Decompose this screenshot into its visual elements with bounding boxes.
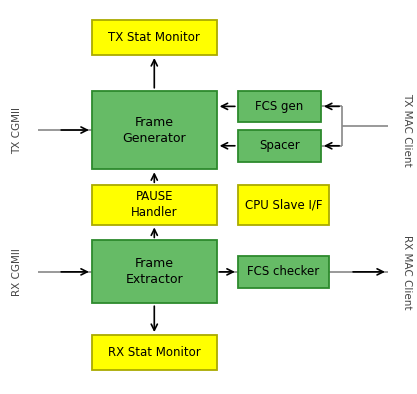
Text: RX Stat Monitor: RX Stat Monitor — [108, 346, 201, 359]
FancyBboxPatch shape — [92, 91, 217, 169]
Text: RX CGMII: RX CGMII — [12, 248, 22, 296]
FancyBboxPatch shape — [92, 240, 217, 303]
Text: RX MAC Client: RX MAC Client — [402, 234, 412, 309]
FancyBboxPatch shape — [238, 91, 321, 122]
Text: Frame
Generator: Frame Generator — [123, 115, 186, 145]
FancyBboxPatch shape — [238, 185, 329, 225]
Text: Spacer: Spacer — [259, 139, 300, 152]
Text: TX MAC Client: TX MAC Client — [402, 93, 412, 167]
Text: FCS gen: FCS gen — [255, 100, 304, 113]
Text: TX Stat Monitor: TX Stat Monitor — [108, 31, 200, 44]
Text: CPU Slave I/F: CPU Slave I/F — [245, 199, 322, 211]
FancyBboxPatch shape — [92, 20, 217, 55]
FancyBboxPatch shape — [92, 185, 217, 225]
FancyBboxPatch shape — [238, 256, 329, 288]
Text: PAUSE
Handler: PAUSE Handler — [131, 190, 178, 219]
FancyBboxPatch shape — [92, 335, 217, 370]
Text: Frame
Extractor: Frame Extractor — [126, 257, 183, 286]
Text: TX CGMII: TX CGMII — [12, 106, 22, 154]
FancyBboxPatch shape — [238, 130, 321, 162]
Text: FCS checker: FCS checker — [247, 266, 320, 278]
